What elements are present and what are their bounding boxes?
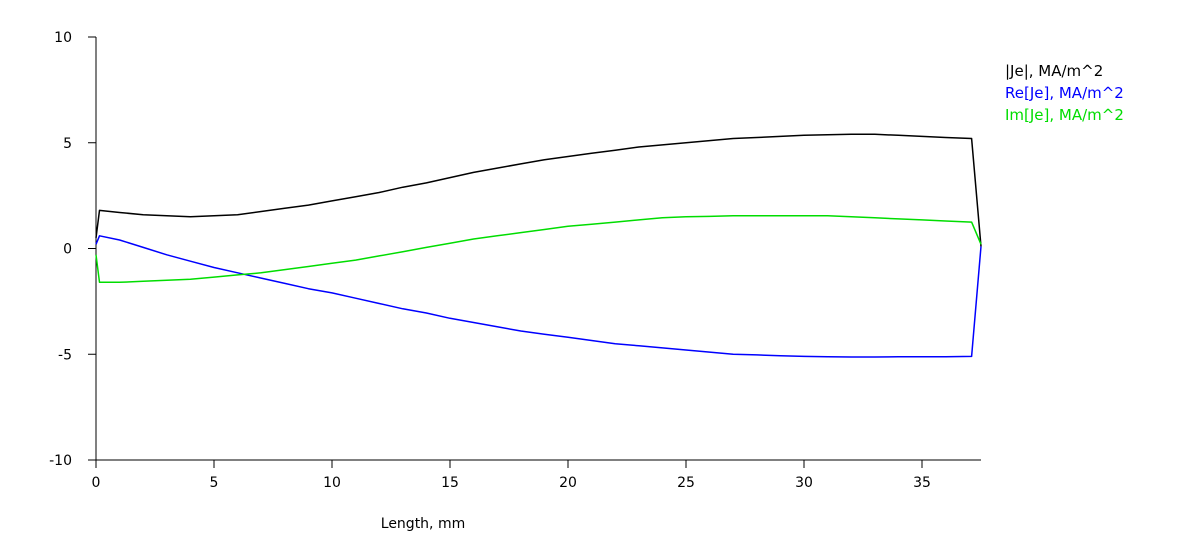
series-line-re-je-ma-m-2 [95, 235, 982, 358]
legend-entry: |Je|, MA/m^2 [1005, 62, 1103, 80]
x-tick-label: 10 [323, 475, 341, 491]
plot-lines [95, 133, 982, 358]
legend: |Je|, MA/m^2 Re[Je], MA/m^2 Im[Je], MA/m^2 [1005, 62, 1124, 124]
x-tick-label: 20 [559, 475, 577, 491]
x-tick-label: 5 [210, 475, 219, 491]
legend-entry: Im[Je], MA/m^2 [1005, 106, 1124, 124]
x-axis-title: Length, mm [381, 516, 465, 532]
series-line-im-je-ma-m-2 [95, 214, 982, 284]
x-tick-label: 0 [92, 475, 101, 491]
y-tick-label: 0 [63, 242, 72, 258]
x-tick-label: 15 [441, 475, 459, 491]
y-tick-label: 5 [63, 136, 72, 152]
legend-entry: Re[Je], MA/m^2 [1005, 84, 1124, 102]
series-line-je-ma-m-2 [95, 133, 982, 247]
x-tick-label: 30 [795, 475, 813, 491]
x-tick-label: 25 [677, 475, 695, 491]
y-tick-label: -10 [49, 453, 72, 469]
axes: -10 -5 0 5 10 0 5 10 15 20 25 30 35 [49, 30, 981, 491]
x-tick-label: 35 [913, 475, 931, 491]
y-tick-label: 10 [54, 30, 72, 46]
y-tick-label: -5 [58, 347, 72, 363]
